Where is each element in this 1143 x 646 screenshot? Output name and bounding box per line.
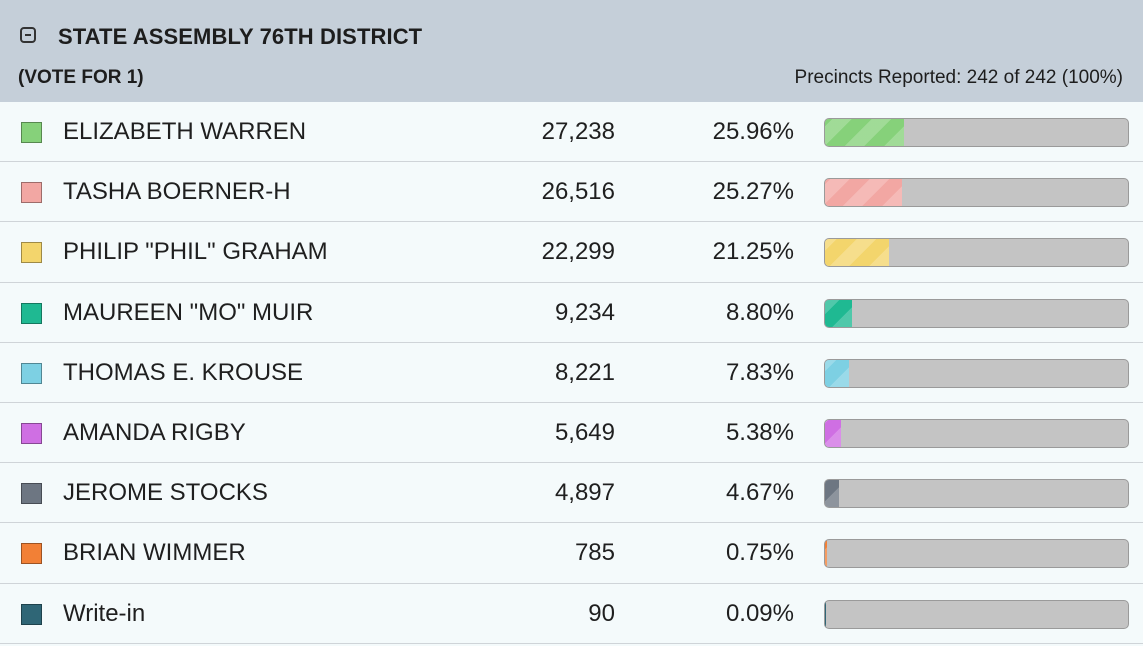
candidate-share-bar-fill [825,480,840,508]
candidate-percent: 25.27% [712,178,794,206]
candidate-percent: 21.25% [712,238,794,266]
collapse-icon[interactable] [20,27,36,43]
contest-header: STATE ASSEMBLY 76TH DISTRICT (VOTE FOR 1… [0,0,1143,102]
candidate-row: THOMAS E. KROUSE 8,221 7.83% [0,343,1143,403]
candidate-color-swatch [21,242,42,264]
candidate-share-bar [824,418,1129,448]
candidate-share-bar [824,238,1129,268]
candidate-row: PHILIP "PHIL" GRAHAM 22,299 21.25% [0,222,1143,283]
candidate-share-bar-fill [825,419,842,447]
candidate-name: MAUREEN "MO" MUIR [63,298,314,326]
candidate-percent: 7.83% [725,358,794,386]
candidate-votes: 785 [574,539,615,567]
candidate-color-swatch [21,483,42,505]
candidate-share-bar [824,599,1129,629]
candidate-color-swatch [21,302,42,324]
candidate-row: Write-in 90 0.09% [0,584,1143,644]
candidate-row: BRIAN WIMMER 785 0.75% [0,523,1143,584]
candidate-name: BRIAN WIMMER [63,539,246,567]
candidate-votes: 4,897 [554,479,615,507]
candidate-votes: 90 [588,599,615,627]
candidate-share-bar [824,298,1129,328]
candidate-row: ELIZABETH WARREN 27,238 25.96% [0,102,1143,163]
candidate-votes: 5,649 [554,418,615,446]
candidate-percent: 0.09% [725,599,794,627]
candidate-color-swatch [21,362,42,384]
candidate-row: JEROME STOCKS 4,897 4.67% [0,463,1143,524]
candidate-row: TASHA BOERNER-H 26,516 25.27% [0,162,1143,223]
candidate-share-bar [824,479,1129,509]
candidate-votes: 27,238 [541,118,615,145]
candidate-percent: 8.80% [725,298,794,326]
candidate-percent: 5.38% [725,418,794,446]
candidate-name: TASHA BOERNER-H [63,178,291,206]
candidate-votes: 9,234 [554,298,615,326]
candidate-row: MAUREEN "MO" MUIR 9,234 8.80% [0,283,1143,343]
candidate-name: PHILIP "PHIL" GRAHAM [63,238,328,266]
candidate-name: AMANDA RIGBY [63,418,246,446]
candidate-name: Write-in [63,599,146,627]
vote-for-label: (VOTE FOR 1) [18,67,144,88]
candidate-name: JEROME STOCKS [63,479,268,507]
candidate-percent: 0.75% [725,539,794,567]
candidate-list: ELIZABETH WARREN 27,238 25.96% TASHA BOE… [0,102,1143,644]
candidate-name: ELIZABETH WARREN [63,118,307,145]
candidate-share-bar-fill [825,359,849,387]
candidate-name: THOMAS E. KROUSE [63,358,304,386]
candidate-share-bar-fill [825,179,902,207]
candidate-color-swatch [21,182,42,204]
candidate-share-bar [824,539,1129,569]
contest-title: STATE ASSEMBLY 76TH DISTRICT [58,24,423,49]
candidate-color-swatch [21,603,42,625]
candidate-share-bar [824,178,1129,208]
candidate-share-bar-fill [825,239,890,267]
candidate-percent: 4.67% [725,479,794,507]
candidate-color-swatch [21,122,42,143]
candidate-color-swatch [21,543,42,565]
candidate-row: AMANDA RIGBY 5,649 5.38% [0,403,1143,464]
candidate-votes: 26,516 [541,178,615,206]
candidate-share-bar-fill [825,119,904,146]
candidate-color-swatch [21,422,42,444]
candidate-votes: 22,299 [541,238,615,266]
candidate-votes: 8,221 [554,358,615,386]
candidate-share-bar [824,118,1129,147]
candidate-percent: 25.96% [712,118,794,145]
precincts-reported: Precincts Reported: 242 of 242 (100%) [794,67,1123,88]
candidate-share-bar-fill [825,299,852,327]
candidate-share-bar-fill [825,540,828,568]
candidate-share-bar [824,358,1129,388]
